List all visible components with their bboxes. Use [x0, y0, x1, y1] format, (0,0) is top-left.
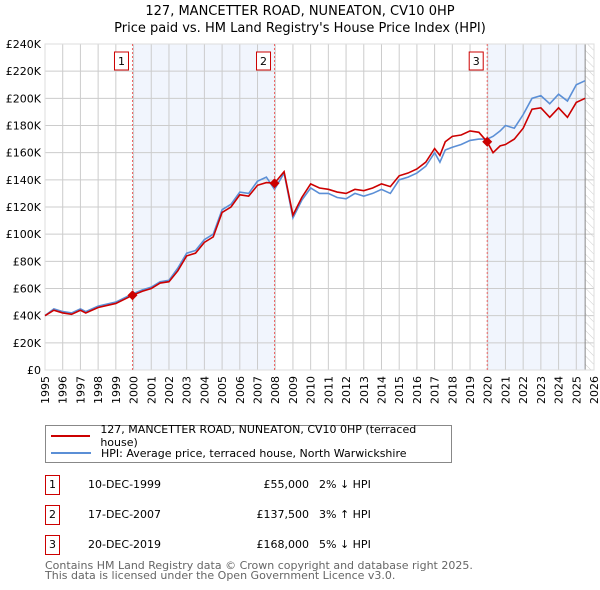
x-tick-label: 2021 — [499, 376, 512, 404]
y-tick-label: £100K — [6, 228, 42, 241]
sale-marker-badge: 1 — [45, 475, 60, 495]
chart-subtitle: Price paid vs. HM Land Registry's House … — [114, 21, 486, 36]
x-tick-label: 2014 — [375, 376, 388, 404]
sale-hpi-diff: 3% ↑ HPI — [319, 508, 371, 521]
sale-marker-badge: 3 — [45, 535, 60, 555]
sale-hpi-diff: 5% ↓ HPI — [319, 538, 371, 551]
x-tick-label: 1995 — [39, 376, 52, 404]
sale-label-box — [256, 51, 272, 71]
y-tick-label: £40K — [13, 310, 42, 323]
x-tick-label: 2000 — [128, 376, 141, 404]
y-tick-label: £20K — [13, 337, 42, 350]
sale-price: £137,500 — [256, 508, 310, 521]
y-tick-label: £60K — [13, 283, 42, 296]
footer-copyright: Contains HM Land Registry data © Crown c… — [45, 559, 473, 572]
x-tick-label: 2025 — [570, 376, 583, 404]
x-tick-label: 2024 — [553, 376, 566, 404]
x-tick-label: 2015 — [393, 376, 406, 404]
x-tick-label: 2002 — [163, 376, 176, 404]
sale-label: 3 — [473, 55, 480, 68]
y-tick-label: £200K — [6, 92, 42, 105]
x-tick-label: 2016 — [411, 376, 424, 404]
x-tick-label: 2003 — [181, 376, 194, 404]
y-tick-label: £140K — [6, 174, 42, 187]
x-tick-label: 2004 — [198, 376, 211, 404]
legend-label: 127, MANCETTER ROAD, NUNEATON, CV10 0HP … — [100, 423, 417, 449]
plot-border — [44, 43, 595, 371]
y-tick-label: £180K — [6, 120, 42, 133]
x-tick-label: 2013 — [358, 376, 371, 404]
legend-item-hpi: HPI: Average price, terraced house, Nort… — [51, 445, 407, 461]
y-tick-label: £80K — [13, 255, 42, 268]
chart-title: 127, MANCETTER ROAD, NUNEATON, CV10 0HP — [145, 4, 455, 19]
footer: Contains HM Land Registry data © Crown c… — [45, 559, 473, 582]
sale-point — [269, 178, 280, 189]
sale-price: £55,000 — [263, 478, 310, 491]
x-tick-label: 2006 — [234, 376, 247, 404]
sale-point — [127, 290, 138, 301]
price-paid-line — [44, 97, 586, 317]
x-tick-label: 2023 — [535, 376, 548, 404]
sale-price: £168,000 — [256, 538, 310, 551]
x-tick-label: 2009 — [287, 376, 300, 404]
y-tick-label: £220K — [6, 65, 42, 78]
x-tick-label: 2011 — [322, 376, 335, 404]
sale-hpi-diff: 2% ↓ HPI — [319, 478, 371, 491]
legend-item-property: 127, MANCETTER ROAD, NUNEATON, CV10 0HP … — [51, 423, 451, 449]
y-tick-label: £160K — [6, 147, 42, 160]
x-tick-label: 2010 — [305, 376, 318, 404]
footer-licence: This data is licensed under the Open Gov… — [45, 569, 396, 582]
x-tick-label: 2017 — [429, 376, 442, 404]
sale-date: 17-DEC-2007 — [88, 508, 162, 521]
legend-label: HPI: Average price, terraced house, Nort… — [101, 446, 407, 460]
sale-marker-badge: 2 — [45, 505, 60, 525]
x-tick-label: 2008 — [269, 376, 282, 404]
sale-date: 10-DEC-1999 — [88, 478, 162, 491]
y-tick-label: £240K — [6, 38, 42, 51]
hpi-line — [44, 79, 586, 317]
sale-label-box — [468, 51, 484, 71]
sale-date: 20-DEC-2019 — [88, 538, 162, 551]
sale-row: 3 20-DEC-2019 £168,000 5% ↓ HPI — [45, 535, 465, 555]
x-tick-label: 2007 — [252, 376, 265, 404]
x-tick-label: 2005 — [216, 376, 229, 404]
sale-label: 2 — [260, 55, 267, 68]
x-tick-label: 1996 — [57, 376, 70, 404]
legend-swatch-red — [51, 435, 91, 437]
sale-point — [482, 136, 493, 147]
sale-row: 1 10-DEC-1999 £55,000 2% ↓ HPI — [45, 475, 465, 495]
x-tick-label: 2022 — [517, 376, 530, 404]
x-tick-label: 2026 — [588, 376, 600, 404]
x-tick-label: 2012 — [340, 376, 353, 404]
sale-label: 1 — [118, 55, 125, 68]
x-tick-label: 1997 — [74, 376, 87, 404]
sale-label-box — [113, 51, 129, 71]
x-tick-label: 1998 — [92, 376, 105, 404]
x-tick-label: 2001 — [145, 376, 158, 404]
legend-swatch-blue — [51, 452, 91, 454]
x-tick-label: 2020 — [482, 376, 495, 404]
x-tick-label: 1999 — [110, 376, 123, 404]
sale-row: 2 17-DEC-2007 £137,500 3% ↑ HPI — [45, 505, 465, 525]
y-tick-label: £0 — [27, 364, 41, 377]
price-chart: 1995 1996 1997 1998 1999 2000 2001 2002 2003 2004… — [6, 38, 600, 404]
legend: 127, MANCETTER ROAD, NUNEATON, CV10 0HP … — [45, 423, 452, 463]
x-tick-label: 2019 — [464, 376, 477, 404]
x-tick-label: 2018 — [446, 376, 459, 404]
y-tick-label: £120K — [6, 201, 42, 214]
